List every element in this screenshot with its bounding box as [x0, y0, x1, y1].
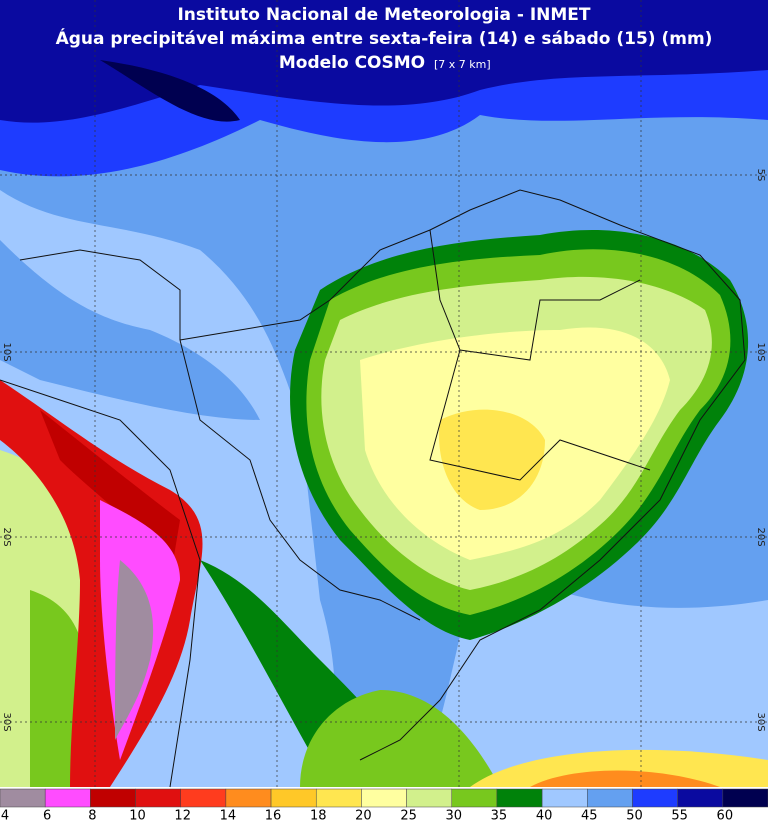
colorbar-label: 60 — [717, 809, 734, 824]
field-orange-south — [530, 770, 720, 787]
colorbar-swatch — [180, 788, 227, 808]
colorbar-swatch — [677, 788, 724, 808]
colorbar-swatch — [90, 788, 136, 808]
colorbar-swatch — [632, 788, 678, 808]
field-andes-gray — [115, 560, 154, 740]
border — [429, 229, 641, 361]
coastline — [179, 189, 746, 761]
colorbar-label: 55 — [671, 809, 688, 824]
colorbar-label: 10 — [129, 809, 146, 824]
colorbar-swatch — [225, 788, 272, 808]
colorbar-label: 16 — [265, 809, 282, 824]
colorbar-swatch — [541, 788, 588, 808]
colorbar-swatch — [44, 788, 91, 808]
field-midblue — [0, 240, 260, 420]
colorbar-label: 8 — [88, 809, 96, 824]
precipitable-water-field — [0, 0, 768, 787]
border — [0, 379, 201, 788]
title-block: Instituto Nacional de Meteorologia - INM… — [56, 5, 713, 73]
lat-label: 10S — [755, 342, 766, 361]
field-navy — [100, 60, 240, 122]
colorbar-swatch — [135, 788, 181, 808]
field-yellow — [439, 409, 545, 510]
colorbar-swatch — [0, 788, 46, 808]
colorbar: 4 6 8 10 12 14 16 18 20 25 30 35 40 45 50 55 60 — [0, 788, 768, 824]
resolution: [7 x 7 km] — [434, 58, 491, 71]
colorbar-swatch — [722, 788, 768, 808]
lat-label: 20S — [755, 527, 766, 546]
colorbar-label: 4 — [1, 809, 9, 824]
colorbar-label: 30 — [445, 809, 462, 824]
lat-label: 10S — [1, 342, 12, 361]
colorbar-swatch — [270, 788, 317, 808]
colorbar-label: 40 — [536, 809, 553, 824]
colorbar-label: 18 — [310, 809, 327, 824]
colorbar-swatch — [315, 788, 362, 808]
border — [429, 349, 651, 481]
border — [179, 339, 421, 621]
borders — [0, 189, 746, 788]
title: Instituto Nacional de Meteorologia - INM… — [177, 5, 590, 25]
colorbar-label: 45 — [581, 809, 598, 824]
lat-label: 30S — [1, 712, 12, 731]
colorbar-swatch — [496, 788, 543, 808]
field-green-south — [300, 690, 500, 787]
latitude-labels: 5S 10S 20S 30S 10S 20S 30S — [1, 169, 766, 732]
colorbar-label: 25 — [400, 809, 417, 824]
field-pacific-green — [30, 590, 85, 787]
colorbar-label: 12 — [174, 809, 191, 824]
colorbar-label: 6 — [43, 809, 51, 824]
colorbar-swatch — [361, 788, 407, 808]
colorbar-swatch — [587, 788, 633, 808]
subtitle: Água precipitável máxima entre sexta-fei… — [56, 27, 713, 49]
colorbar-label: 35 — [491, 809, 508, 824]
colorbar-label: 50 — [626, 809, 643, 824]
colorbar-label: 14 — [220, 809, 237, 824]
colorbar-label: 20 — [355, 809, 372, 824]
border — [19, 249, 181, 340]
lat-label: 5S — [755, 169, 766, 182]
field-darkblue — [0, 0, 768, 123]
colorbar-swatch — [451, 788, 498, 808]
lat-label: 30S — [755, 712, 766, 731]
lat-label: 20S — [1, 527, 12, 546]
model-name: Modelo COSMO — [279, 53, 425, 73]
graticule — [0, 0, 768, 787]
colorbar-swatch — [406, 788, 453, 808]
field-yellow-south — [470, 749, 768, 787]
